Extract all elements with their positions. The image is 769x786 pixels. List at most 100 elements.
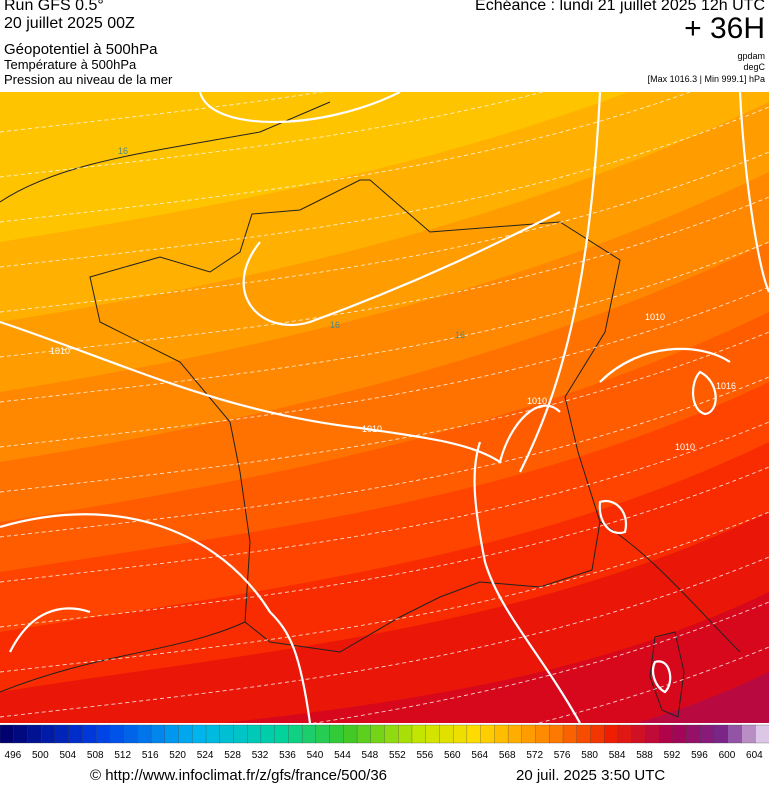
color-swatch xyxy=(123,724,138,744)
color-swatch xyxy=(549,724,564,744)
contour-label: 1016 xyxy=(716,381,736,391)
colorbar-label: 564 xyxy=(471,750,488,761)
field: Pression au niveau de la mer xyxy=(4,72,173,87)
colorbar-label: 532 xyxy=(252,750,269,761)
run-date: 20 juillet 2025 00Z xyxy=(4,15,135,32)
color-swatch xyxy=(576,724,592,744)
color-swatch xyxy=(274,724,290,744)
color-swatch xyxy=(590,724,605,744)
colorbar-label: 520 xyxy=(169,750,186,761)
color-swatch xyxy=(41,724,56,744)
isotherms xyxy=(0,92,769,723)
contour-label: 1010 xyxy=(50,346,70,356)
color-swatch xyxy=(192,724,207,744)
color-swatch xyxy=(727,724,743,744)
color-swatch xyxy=(109,724,125,744)
color-swatch xyxy=(411,724,427,744)
colorbar: 496 500 504 508 512 516 520 524 528 532 536 540 544 5… xyxy=(0,724,769,761)
isotherm xyxy=(0,196,769,358)
colorbar-label: 556 xyxy=(416,750,433,761)
generated-time: 20 juil. 2025 3:50 UTC xyxy=(516,767,666,784)
colorbar-label: 504 xyxy=(59,750,76,761)
lead-time: + 36H xyxy=(684,12,765,45)
pressure-range: [Max 1016.3 | Min 999.1] hPa xyxy=(647,74,765,84)
map: 1010 1010 1010 1010 1016 1010 16 16 16 xyxy=(0,92,769,723)
colorbar-label: 584 xyxy=(609,750,626,761)
color-swatch xyxy=(260,724,276,744)
color-swatch xyxy=(507,724,523,744)
color-swatch xyxy=(82,724,97,744)
contour-label: 16 xyxy=(330,320,340,330)
colorbar-label: 588 xyxy=(636,750,653,761)
isotherm xyxy=(0,286,769,448)
color-swatch xyxy=(755,724,769,744)
colorbar-label: 512 xyxy=(114,750,131,761)
color-swatch xyxy=(672,724,688,744)
color-swatch xyxy=(13,724,29,744)
run: Run GFS 0.5° xyxy=(4,0,104,14)
isotherm xyxy=(0,466,769,628)
colorbar-label: 536 xyxy=(279,750,296,761)
color-swatch xyxy=(329,724,344,744)
colorbar-label: 524 xyxy=(197,750,214,761)
contour-label: 1010 xyxy=(527,396,547,406)
color-swatch xyxy=(631,724,647,744)
color-swatch xyxy=(521,724,537,744)
color-swatch xyxy=(453,724,468,744)
colorbar-label: 528 xyxy=(224,750,241,761)
field: Température à 500hPa xyxy=(4,57,137,72)
isotherm xyxy=(0,106,769,268)
colorbar-label: 580 xyxy=(581,750,598,761)
color-swatch xyxy=(480,724,496,744)
color-swatch xyxy=(178,724,193,744)
color-swatch xyxy=(315,724,331,744)
contour-label: 1010 xyxy=(645,312,665,322)
colorbar-label: 552 xyxy=(389,750,406,761)
colorbar-label: 592 xyxy=(664,750,681,761)
color-swatch xyxy=(137,724,152,744)
color-swatch xyxy=(54,724,70,744)
color-swatch xyxy=(494,724,509,744)
color-swatch xyxy=(741,724,756,744)
isotherm xyxy=(311,601,769,723)
contour-label: 1010 xyxy=(675,442,695,452)
color-swatch xyxy=(247,724,262,744)
isotherm xyxy=(0,151,769,313)
color-swatch xyxy=(356,724,372,744)
color-swatch xyxy=(439,724,454,744)
contour-label: 16 xyxy=(118,146,128,156)
colorbar-label: 516 xyxy=(142,750,159,761)
unit: degC xyxy=(743,62,765,72)
color-swatch xyxy=(27,724,42,744)
unit: gpdam xyxy=(737,51,765,61)
colorbar-label: 560 xyxy=(444,750,461,761)
color-swatch xyxy=(68,724,84,744)
contour-label: 1010 xyxy=(362,424,382,434)
isotherm xyxy=(0,92,692,223)
isotherm xyxy=(0,241,769,403)
color-swatch xyxy=(398,724,413,744)
field: Géopotentiel à 500hPa xyxy=(4,41,158,58)
colorbar-label: 572 xyxy=(526,750,543,761)
color-swatch xyxy=(95,724,111,744)
isotherm xyxy=(0,331,769,493)
colorbar-label: 600 xyxy=(719,750,736,761)
color-swatch xyxy=(0,724,15,744)
color-swatch xyxy=(658,724,674,744)
colorbar-label: 544 xyxy=(334,750,351,761)
color-swatch xyxy=(700,724,715,744)
color-swatch xyxy=(713,724,729,744)
colorbar-label: 540 xyxy=(307,750,324,761)
field-band xyxy=(0,672,769,723)
isotherm xyxy=(0,511,769,673)
color-swatch xyxy=(150,724,166,744)
color-swatch xyxy=(425,724,441,744)
color-swatch xyxy=(370,724,386,744)
color-swatch xyxy=(535,724,550,744)
color-swatch xyxy=(164,724,180,744)
colorbar-label: 500 xyxy=(32,750,49,761)
color-swatch xyxy=(301,724,317,744)
color-swatch xyxy=(219,724,235,744)
contour-label: 16 xyxy=(455,330,465,340)
